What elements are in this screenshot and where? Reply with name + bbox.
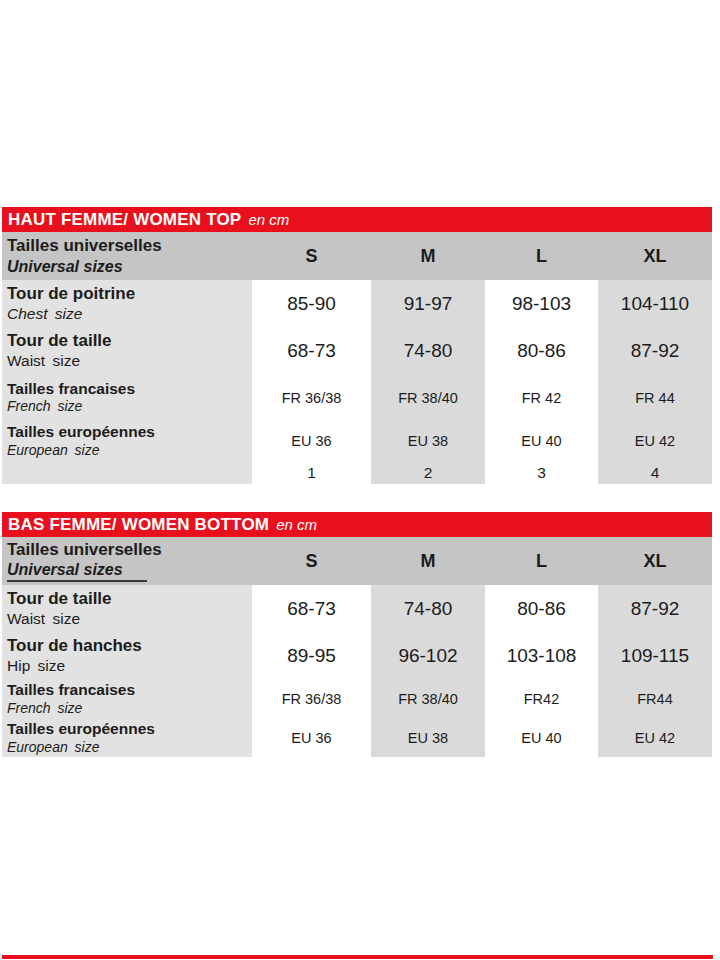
size-table-women-top: HAUT FEMME/ WOMEN TOP en cm Tailles univ… bbox=[2, 207, 712, 484]
size-value-cell: 3 bbox=[485, 461, 598, 484]
size-value-cell: EU 36 bbox=[252, 421, 371, 461]
table-unit-label: en cm bbox=[276, 516, 317, 533]
size-value-cell: FR44 bbox=[598, 679, 712, 719]
row-label-fr: Tour de hanches bbox=[7, 636, 142, 655]
row-label-cell: Tour de taille Waist size bbox=[2, 327, 252, 374]
size-value-cell: 2 bbox=[371, 461, 485, 484]
size-value-cell: 91-97 bbox=[371, 280, 485, 327]
size-value-cell: FR 36/38 bbox=[252, 679, 371, 719]
row-label-en: European size bbox=[7, 740, 100, 756]
table-title: HAUT FEMME/ WOMEN TOP bbox=[8, 210, 241, 230]
size-value-cell: 68-73 bbox=[252, 327, 371, 374]
column-header-xl: XL bbox=[598, 537, 712, 585]
header-label-en: Universal sizes bbox=[7, 560, 147, 582]
row-label-cell: Tour de taille Waist size bbox=[2, 585, 252, 632]
row-label-en: Waist size bbox=[7, 610, 80, 627]
size-value-cell: 98-103 bbox=[485, 280, 598, 327]
header-label-fr: Tailles universelles bbox=[7, 540, 162, 560]
size-value-cell: 80-86 bbox=[485, 585, 598, 632]
row-label-en: Hip size bbox=[7, 657, 65, 674]
size-grid: Tailles universelles Universal sizes S M… bbox=[2, 537, 712, 757]
size-value-cell: 74-80 bbox=[371, 327, 485, 374]
size-value-cell: 1 bbox=[252, 461, 371, 484]
row-label-cell: Tailles francaises French size bbox=[2, 679, 252, 719]
column-header-l: L bbox=[485, 232, 598, 280]
table-unit-label: en cm bbox=[248, 211, 289, 228]
row-label-fr: Tour de taille bbox=[7, 589, 112, 608]
header-label-cell: Tailles universelles Universal sizes bbox=[2, 232, 252, 280]
size-grid: Tailles universelles Universal sizes S M… bbox=[2, 232, 712, 484]
size-value-cell: 4 bbox=[598, 461, 712, 484]
size-value-cell: 80-86 bbox=[485, 327, 598, 374]
bottom-accent-line bbox=[2, 955, 713, 959]
size-value-cell: EU 40 bbox=[485, 421, 598, 461]
size-table-women-bottom: BAS FEMME/ WOMEN BOTTOM en cm Tailles un… bbox=[2, 512, 712, 757]
size-value-cell: 89-95 bbox=[252, 632, 371, 679]
row-label-cell: Tailles européennes European size bbox=[2, 421, 252, 461]
column-header-l: L bbox=[485, 537, 598, 585]
row-label-fr: Tour de poitrine bbox=[7, 284, 135, 303]
row-label-cell: Tailles européennes European size bbox=[2, 719, 252, 757]
row-label-cell: Tailles francaises French size bbox=[2, 374, 252, 421]
table-title: BAS FEMME/ WOMEN BOTTOM bbox=[8, 515, 269, 535]
size-value-cell: FR 42 bbox=[485, 374, 598, 421]
size-value-cell: FR42 bbox=[485, 679, 598, 719]
size-value-cell: 85-90 bbox=[252, 280, 371, 327]
size-value-cell: FR 36/38 bbox=[252, 374, 371, 421]
row-label-en: Waist size bbox=[7, 352, 80, 369]
size-value-cell: 68-73 bbox=[252, 585, 371, 632]
header-label-en: Universal sizes bbox=[7, 257, 123, 276]
table-title-bar: BAS FEMME/ WOMEN BOTTOM en cm bbox=[2, 512, 712, 537]
column-header-xl: XL bbox=[598, 232, 712, 280]
size-value-cell: EU 42 bbox=[598, 719, 712, 757]
column-header-s: S bbox=[252, 232, 371, 280]
size-value-cell: FR 38/40 bbox=[371, 374, 485, 421]
row-label-fr: Tailles francaises bbox=[7, 681, 135, 698]
size-value-cell: EU 36 bbox=[252, 719, 371, 757]
size-value-cell: 109-115 bbox=[598, 632, 712, 679]
size-value-cell: 87-92 bbox=[598, 585, 712, 632]
size-value-cell: EU 42 bbox=[598, 421, 712, 461]
size-value-cell: EU 40 bbox=[485, 719, 598, 757]
row-label-cell: Tour de hanches Hip size bbox=[2, 632, 252, 679]
row-label-cell: Tour de poitrine Chest size bbox=[2, 280, 252, 327]
column-header-m: M bbox=[371, 537, 485, 585]
row-label-fr: Tailles francaises bbox=[7, 380, 135, 397]
size-value-cell: 103-108 bbox=[485, 632, 598, 679]
size-value-cell: EU 38 bbox=[371, 421, 485, 461]
row-label-fr: Tailles européennes bbox=[7, 720, 155, 737]
row-label-en: French size bbox=[7, 399, 82, 415]
column-header-m: M bbox=[371, 232, 485, 280]
size-value-cell: 96-102 bbox=[371, 632, 485, 679]
header-label-fr: Tailles universelles bbox=[7, 236, 162, 256]
row-label-fr: Tour de taille bbox=[7, 331, 112, 350]
row-label-en: French size bbox=[7, 701, 82, 717]
size-value-cell: EU 38 bbox=[371, 719, 485, 757]
row-label-fr: Tailles européennes bbox=[7, 423, 155, 440]
column-header-s: S bbox=[252, 537, 371, 585]
row-label-en: Chest size bbox=[7, 305, 82, 322]
size-value-cell: FR 44 bbox=[598, 374, 712, 421]
size-value-cell: 87-92 bbox=[598, 327, 712, 374]
empty-label-cell bbox=[2, 461, 252, 484]
table-title-bar: HAUT FEMME/ WOMEN TOP en cm bbox=[2, 207, 712, 232]
size-value-cell: 74-80 bbox=[371, 585, 485, 632]
size-value-cell: 104-110 bbox=[598, 280, 712, 327]
row-label-en: European size bbox=[7, 443, 100, 459]
size-guide-page: HAUT FEMME/ WOMEN TOP en cm Tailles univ… bbox=[0, 0, 720, 960]
size-value-cell: FR 38/40 bbox=[371, 679, 485, 719]
header-label-cell: Tailles universelles Universal sizes bbox=[2, 537, 252, 585]
